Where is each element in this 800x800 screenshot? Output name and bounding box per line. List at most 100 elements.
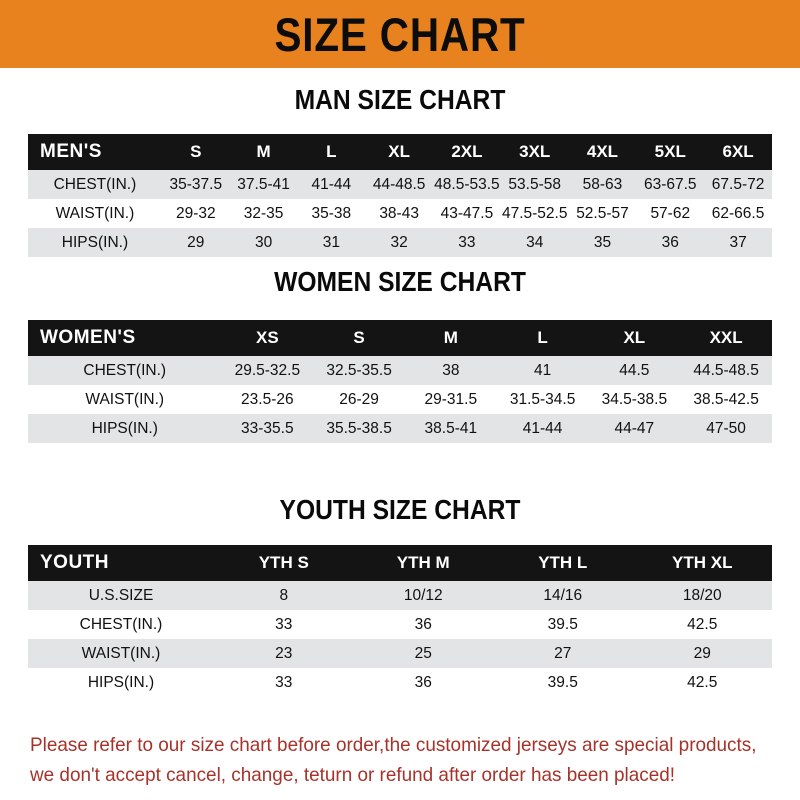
measurement-cell: 10/12 [403,586,443,604]
table-row: HIPS(IN.) 33-35.5 35.5-38.5 38.5-41 41-44 44-… [28,414,772,443]
measurement-cell: 38-43 [379,204,419,222]
measurement-cell: 36 [414,615,432,633]
row-label: HIPS(IN.) [87,673,155,691]
table-row: WAIST(IN.) 29-32 32-35 35-38 38-43 43-47.5 47.… [28,199,772,228]
disclaimer-line: we don't accept cancel, change, teturn o… [30,764,676,786]
measurement-cell: 48.5-53.5 [434,175,500,193]
measurement-cell: 42.5 [687,615,718,633]
measurement-cell: 52.5-57 [576,204,629,222]
women-table-header-label: WOMEN'S [40,327,136,348]
measurement-cell: 38 [442,361,460,379]
measurement-cell: 44.5 [619,361,650,379]
men-size-column-header: L [326,142,337,161]
measurement-cell: 67.5-72 [711,175,765,193]
measurement-cell: 37.5-41 [237,175,290,193]
measurement-cell: 31 [322,233,340,251]
table-row: WAIST(IN.) 23.5-26 26-29 29-31.5 31.5-34.5 34… [28,385,772,414]
measurement-cell: 42.5 [687,673,718,691]
measurement-cell: 29 [693,644,711,662]
measurement-cell: 36 [661,233,679,251]
measurement-cell: 34.5-38.5 [601,390,668,408]
table-row: CHEST(IN.) 35-37.5 37.5-41 41-44 44-48.5 48.5… [28,170,772,199]
youth-size-column-header: YTH XL [672,553,733,572]
measurement-cell: 29-32 [175,204,216,222]
men-size-column-header: XL [388,142,410,161]
measurement-cell: 29 [187,233,205,251]
measurement-cell: 62-66.5 [711,204,765,222]
measurement-cell: 37 [729,233,747,251]
row-label: U.S.SIZE [88,586,154,604]
men-size-column-header: 5XL [654,142,686,161]
men-size-column-header: 4XL [586,142,619,161]
measurement-cell: 14/16 [543,586,583,604]
measurement-cell: 31.5-34.5 [509,390,576,408]
women-size-column-header: XL [623,328,646,347]
measurement-cell: 32-35 [243,204,284,222]
women-size-column-header: XS [255,328,279,347]
women-table-header-row: WOMEN'S XS S M L XL XXL [28,320,772,356]
youth-section-title: YOUTH SIZE CHART [279,494,521,525]
measurement-cell: 33-35.5 [241,419,294,437]
measurement-cell: 29.5-32.5 [234,361,301,379]
page-title: SIZE CHART [274,7,526,61]
measurement-cell: 26-29 [339,390,379,408]
measurement-cell: 44-47 [614,419,655,437]
measurement-cell: 32.5-35.5 [326,361,392,379]
measurement-cell: 44-48.5 [372,175,426,193]
measurement-cell: 58-63 [582,175,623,193]
table-row: CHEST(IN.) 33 36 39.5 42.5 [28,610,772,639]
men-size-column-header: 3XL [519,142,551,161]
women-size-column-header: S [353,328,365,347]
table-row: HIPS(IN.) 33 36 39.5 42.5 [28,668,772,697]
measurement-cell: 8 [279,586,289,604]
women-size-column-header: L [537,328,548,347]
measurement-cell: 35.5-38.5 [326,419,392,437]
row-label: WAIST(IN.) [55,204,135,222]
measurement-cell: 18/20 [682,586,722,604]
youth-size-column-header: YTH L [538,553,588,572]
measurement-cell: 35 [593,233,612,251]
row-label: HIPS(IN.) [91,419,158,437]
measurement-cell: 32 [390,233,408,251]
measurement-cell: 33 [275,673,293,691]
youth-size-column-header: YTH S [258,553,309,572]
measurement-cell: 30 [254,233,273,251]
measurement-cell: 41 [533,361,552,379]
men-table-header-row: MEN'S S M L XL 2XL 3XL 4XL 5XL 6XL [28,134,772,170]
measurement-cell: 41-44 [522,419,563,437]
youth-size-column-header: YTH M [396,553,450,572]
measurement-cell: 27 [554,644,572,662]
men-size-column-header: S [190,142,202,161]
women-size-table: WOMEN'S XS S M L XL XXL CHEST(IN.) 29.5-32.5 32.5… [28,320,772,443]
women-size-column-header: XXL [709,328,743,347]
youth-size-table: YOUTH YTH S YTH M YTH L YTH XL U.S.SIZE 8 10/12… [28,545,772,697]
measurement-cell: 36 [414,673,432,691]
table-row: CHEST(IN.) 29.5-32.5 32.5-35.5 38 41 44.5 44.5… [28,356,772,385]
measurement-cell: 57-62 [650,204,691,222]
men-section-title: MAN SIZE CHART [294,84,506,115]
disclaimer: Please refer to our size chart before or… [30,730,778,790]
measurement-cell: 39.5 [547,673,578,691]
table-row: U.S.SIZE 8 10/12 14/16 18/20 [28,581,772,610]
row-label: WAIST(IN.) [85,390,165,408]
men-size-column-header: 6XL [722,142,754,161]
women-section-title: WOMEN SIZE CHART [274,266,526,297]
table-row: HIPS(IN.) 29 30 31 32 33 34 35 36 37 [28,228,772,257]
measurement-cell: 47-50 [706,419,746,437]
page-banner: SIZE CHART [0,0,800,68]
men-size-table: MEN'S S M L XL 2XL 3XL 4XL 5XL 6XL CHEST(IN.) 35-37… [28,134,772,257]
measurement-cell: 41-44 [311,175,352,193]
measurement-cell: 38.5-42.5 [693,390,759,408]
row-label: CHEST(IN.) [53,175,137,193]
row-label: CHEST(IN.) [83,361,167,379]
measurement-cell: 63-67.5 [643,175,697,193]
measurement-cell: 38.5-41 [424,419,478,437]
measurement-cell: 23 [275,644,293,662]
youth-table-header-label: YOUTH [40,552,109,573]
measurement-cell: 35-37.5 [169,175,223,193]
men-table-header-label: MEN'S [40,141,102,162]
measurement-cell: 23.5-26 [241,390,294,408]
women-size-column-header: M [443,328,458,347]
measurement-cell: 47.5-52.5 [501,204,568,222]
